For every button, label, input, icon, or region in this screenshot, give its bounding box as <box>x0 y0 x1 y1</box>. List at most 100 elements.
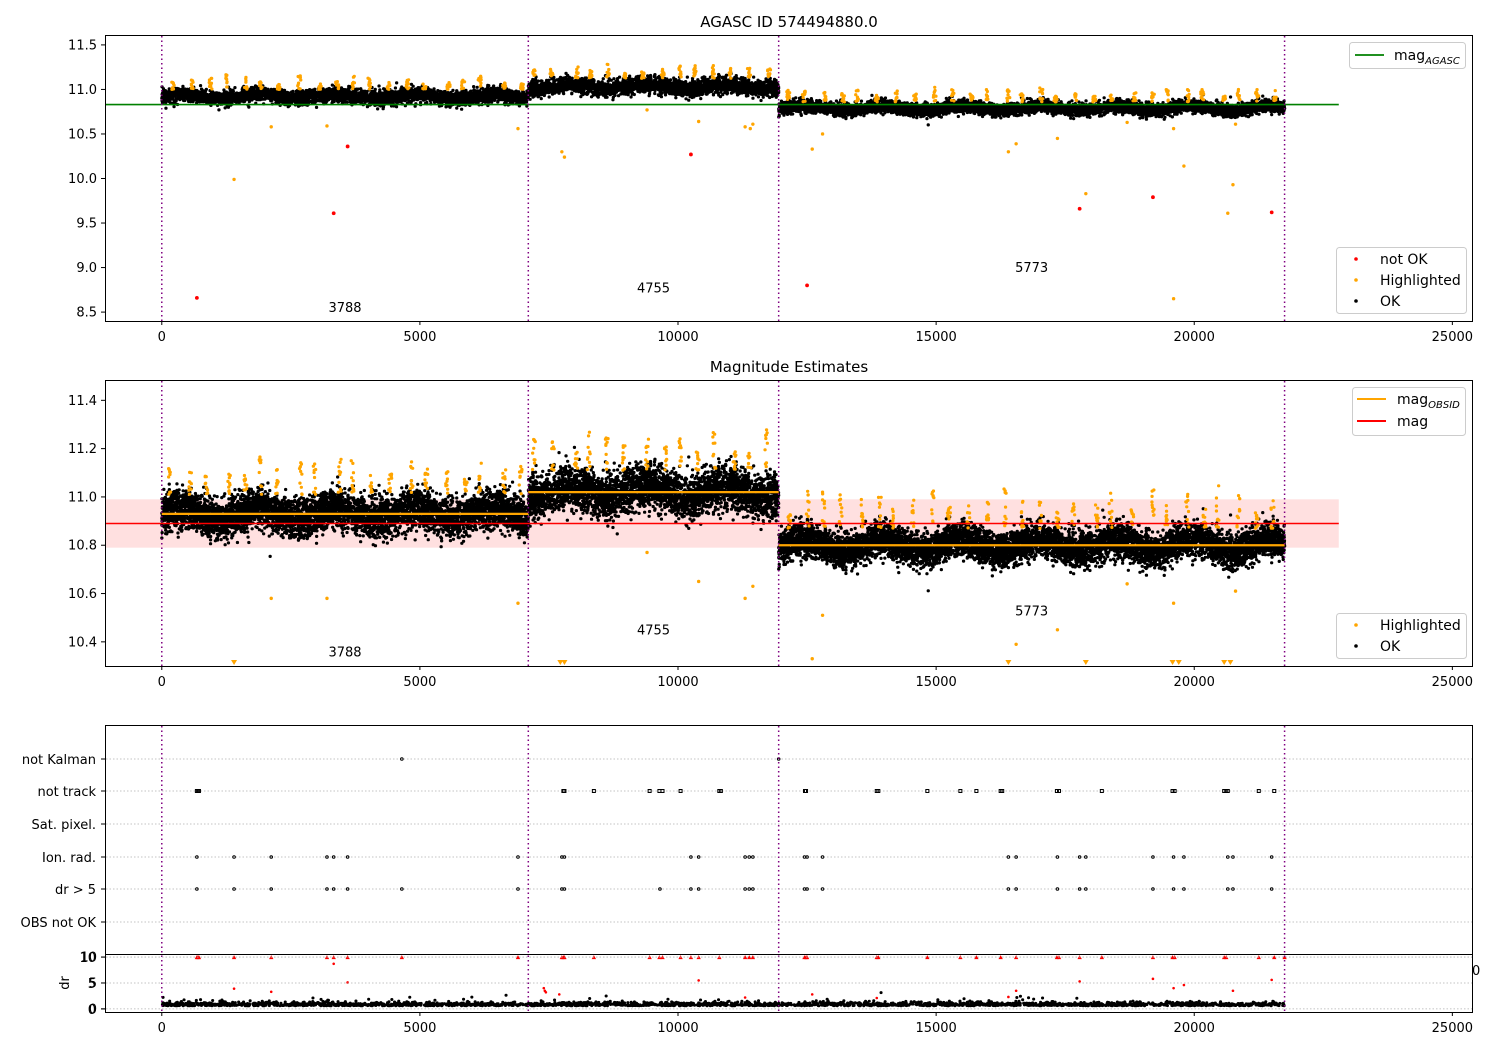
flag-point <box>1084 887 1088 891</box>
flag-point <box>718 789 723 793</box>
dr-ytick-label: 0 <box>88 1003 96 1018</box>
highlighted-point <box>751 122 755 126</box>
flag-point <box>647 789 652 793</box>
p3-ytick-label: 10 <box>80 951 97 966</box>
flag-point <box>751 855 755 859</box>
legend-label: Highlighted <box>1380 618 1461 634</box>
dr-red-point <box>232 987 236 990</box>
highlighted-point <box>1233 589 1238 593</box>
flag-label: Ion. rad. <box>42 851 96 866</box>
dr-ytick-label: 10 <box>79 951 96 966</box>
highlighted-point <box>562 155 567 159</box>
p2-xtick-label: 15000 <box>915 675 956 690</box>
offscale-marker <box>561 660 568 665</box>
flag-point <box>820 855 825 859</box>
offscale-marker <box>1221 660 1228 665</box>
flag-point <box>1055 887 1060 891</box>
highlighted-point <box>820 613 825 617</box>
flag-label: not track <box>37 785 96 800</box>
p1-xtick-label: 5000 <box>403 330 436 345</box>
flag-point <box>747 887 752 891</box>
flag-point <box>400 757 404 761</box>
not-ok-point <box>1151 195 1155 200</box>
dr-capped-marker <box>1272 955 1277 960</box>
flag-point <box>1077 887 1082 891</box>
p3-ytick-label: 0 <box>89 1002 97 1017</box>
highlighted-point <box>1171 297 1176 301</box>
flag-point <box>696 855 701 859</box>
dr-red-point <box>697 979 700 982</box>
flag-point <box>325 855 329 859</box>
highlighted-point <box>1014 642 1018 646</box>
not-ok-point <box>345 144 350 149</box>
offscale-marker <box>1227 660 1234 665</box>
highlighted-point <box>743 125 747 129</box>
highlighted-point <box>232 177 236 182</box>
flag-point <box>689 855 693 859</box>
highlighted-point <box>1125 582 1129 586</box>
p3-xtick-label: 20000 <box>1174 1021 1215 1036</box>
dr-capped-marker <box>876 955 881 960</box>
dr-red-point <box>332 962 335 966</box>
highlighted-point <box>1084 191 1088 196</box>
flag-point <box>1099 789 1104 793</box>
flag-point <box>696 887 701 891</box>
flag-point <box>925 789 930 793</box>
flag-point <box>1222 789 1227 793</box>
dr-capped-marker <box>1099 955 1105 960</box>
dr-red-point <box>542 986 546 990</box>
flag-point <box>974 789 979 793</box>
highlighted-point <box>1125 120 1129 125</box>
flag-point <box>1272 789 1277 793</box>
offscale-marker <box>1169 660 1176 665</box>
highlighted-point <box>748 126 752 131</box>
flag-point <box>345 855 350 859</box>
flag-point <box>1077 855 1082 859</box>
dr-capped-marker <box>231 955 237 960</box>
flag-point <box>195 887 199 891</box>
obsid-label: 4755 <box>637 624 670 639</box>
p1-ytick-label: 10.0 <box>68 172 97 187</box>
p3-xtick-label: 10000 <box>657 1021 698 1036</box>
flag-point <box>269 855 274 859</box>
dr-red-point <box>557 993 561 996</box>
flag-point <box>562 887 567 891</box>
flag-point <box>660 789 665 793</box>
dr-red-point <box>1182 983 1186 987</box>
flag-point <box>805 855 809 859</box>
flag-point <box>345 887 350 891</box>
flag-point <box>516 887 520 891</box>
not-ok-point <box>194 295 199 300</box>
panel-magnitude-estimates: Magnitude Estimates 3788 4755 5773 0 5000 10… <box>68 358 1473 690</box>
flag-label: OBS not OK <box>21 916 97 931</box>
flag-point <box>1225 789 1230 793</box>
flag-point <box>743 887 747 891</box>
not-ok-point <box>1077 206 1082 211</box>
legend-marker <box>1354 644 1358 648</box>
flag-label: dr > 5 <box>55 883 96 898</box>
dr-red-point <box>1078 980 1081 983</box>
flag-point <box>331 855 336 859</box>
flag-point <box>1171 887 1176 891</box>
flag-label: not Kalman <box>22 753 96 768</box>
highlighted-points <box>170 62 1278 104</box>
legend-marker <box>1354 278 1358 282</box>
obsid-label: 5773 <box>1015 261 1048 276</box>
highlighted-point <box>743 596 747 601</box>
flag-point <box>1231 855 1235 859</box>
highlighted-point <box>516 126 520 131</box>
flag-point <box>689 887 693 891</box>
p2-xtick-label: 20000 <box>1174 675 1215 690</box>
p2-ytick-label: 11.0 <box>68 490 97 505</box>
flag-point <box>1182 887 1186 891</box>
highlighted-point <box>820 132 825 136</box>
flag-point <box>1225 855 1230 859</box>
flag-point <box>1056 789 1061 793</box>
p2-ytick-label: 10.4 <box>68 635 97 650</box>
dr-red-point <box>875 996 879 1000</box>
flag-point <box>1256 789 1261 793</box>
p2-ytick-label: 11.2 <box>68 442 97 457</box>
flag-point <box>1171 855 1176 859</box>
highlighted-point <box>1182 164 1186 168</box>
